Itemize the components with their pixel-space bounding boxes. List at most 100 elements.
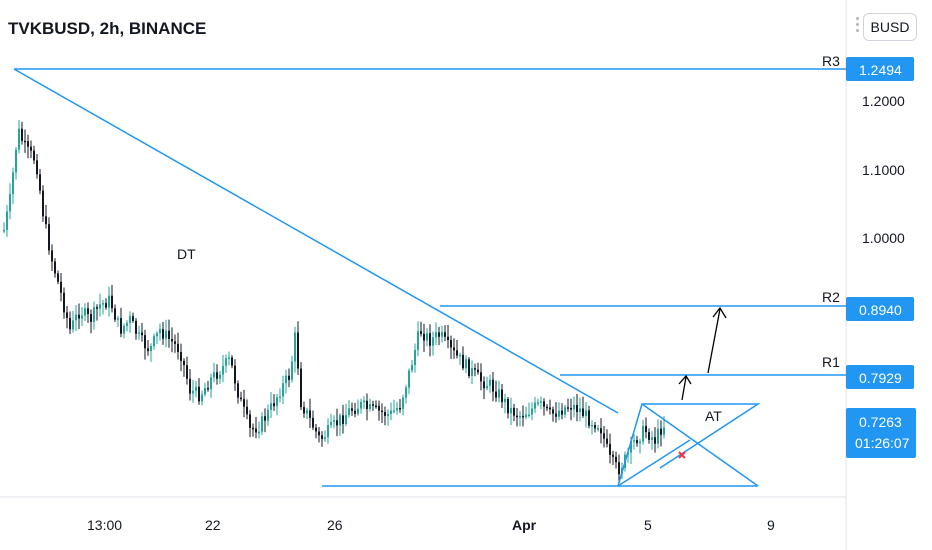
r1-label: R1: [822, 354, 840, 370]
candle-body: [300, 368, 302, 408]
candle-body: [585, 410, 587, 416]
candle-body: [417, 331, 419, 350]
candle-body: [63, 292, 65, 313]
candle-body: [327, 425, 329, 438]
candle-body: [315, 427, 317, 432]
candle-body: [567, 407, 569, 409]
candle-body: [597, 428, 599, 430]
candle-body: [135, 320, 137, 334]
candle-body: [15, 149, 17, 173]
candle-body: [204, 387, 206, 395]
candle-body: [537, 402, 539, 404]
candle-body: [561, 410, 563, 415]
descending-trendline[interactable]: [13, 68, 619, 414]
candle-body: [231, 357, 233, 366]
candle-body: [453, 347, 455, 351]
candle-body: [558, 410, 560, 417]
candle-body: [129, 316, 131, 323]
candle-body: [111, 295, 113, 309]
candle-body: [249, 414, 251, 428]
candle-body: [273, 403, 275, 407]
candle-body: [378, 405, 380, 411]
dt-label: DT: [177, 246, 196, 262]
candle-body: [123, 325, 125, 334]
candle-body: [519, 415, 521, 418]
r3-price-tag: 1.2494: [846, 57, 914, 81]
candle-body: [222, 365, 224, 375]
candle-body: [414, 349, 416, 366]
candle-body: [66, 312, 68, 318]
invalidation-cross-icon: [678, 451, 686, 459]
candle-body: [294, 332, 296, 362]
candle-body: [183, 360, 185, 366]
candle-body: [486, 385, 488, 389]
candle-body: [51, 250, 53, 262]
candle-body: [612, 454, 614, 457]
candle-body: [540, 401, 542, 403]
candle-body: [435, 332, 437, 338]
y-tick-label: 1.0000: [862, 230, 905, 246]
candle-body: [144, 335, 146, 349]
at-rising-line[interactable]: [617, 439, 691, 487]
candle-body: [411, 365, 413, 371]
candle-body: [186, 365, 188, 379]
candle-body: [165, 330, 167, 339]
candle-body: [141, 332, 143, 336]
candle-body: [366, 400, 368, 409]
candle-body: [93, 307, 95, 322]
candle-body: [399, 407, 401, 410]
candle-body: [195, 386, 197, 391]
candle-body: [387, 413, 389, 416]
candle-body: [510, 407, 512, 414]
candles-group: [3, 120, 665, 482]
candle-body: [33, 150, 35, 161]
candle-body: [36, 160, 38, 175]
candle-body: [663, 427, 665, 435]
candle-body: [372, 404, 374, 406]
candle-body: [147, 348, 149, 352]
candle-body: [396, 407, 398, 411]
candle-body: [207, 387, 209, 390]
candle-body: [69, 317, 71, 330]
candle-body: [549, 407, 551, 410]
candle-body: [153, 336, 155, 347]
candle-body: [639, 441, 641, 444]
candle-body: [531, 408, 533, 415]
candle-body: [105, 303, 107, 308]
candle-body: [324, 437, 326, 439]
x-tick-label: 13:00: [87, 517, 122, 533]
x-tick-label: Apr: [512, 517, 537, 533]
candle-body: [159, 329, 161, 334]
at-upper-shape[interactable]: [617, 403, 761, 487]
r1-price-tag: 0.7929: [846, 365, 914, 389]
candle-body: [606, 438, 608, 444]
candle-body: [348, 408, 350, 415]
more-options-icon[interactable]: [856, 14, 862, 42]
r3-label: R3: [822, 53, 840, 69]
candle-body: [267, 409, 269, 421]
candle-body: [603, 433, 605, 439]
candle-body: [228, 357, 230, 360]
r1-price-value: 0.7929: [859, 370, 902, 386]
candle-body: [237, 383, 239, 398]
candle-body: [213, 372, 215, 378]
candle-body: [96, 307, 98, 309]
currency-button[interactable]: BUSD: [863, 13, 917, 41]
candle-body: [357, 408, 359, 414]
at-diagonal-line[interactable]: [641, 403, 759, 487]
candle-body: [591, 425, 593, 427]
candle-body: [582, 408, 584, 416]
candle-body: [555, 413, 557, 417]
candle-body: [21, 128, 23, 141]
candle-body: [609, 443, 611, 455]
symbol-title: TVKBUSD, 2h, BINANCE: [8, 19, 207, 38]
candle-body: [408, 370, 410, 388]
candle-body: [309, 410, 311, 418]
candle-body: [114, 308, 116, 320]
candle-body: [132, 316, 134, 321]
candle-body: [459, 354, 461, 357]
candle-body: [252, 427, 254, 430]
candle-body: [312, 417, 314, 428]
candle-body: [333, 420, 335, 423]
